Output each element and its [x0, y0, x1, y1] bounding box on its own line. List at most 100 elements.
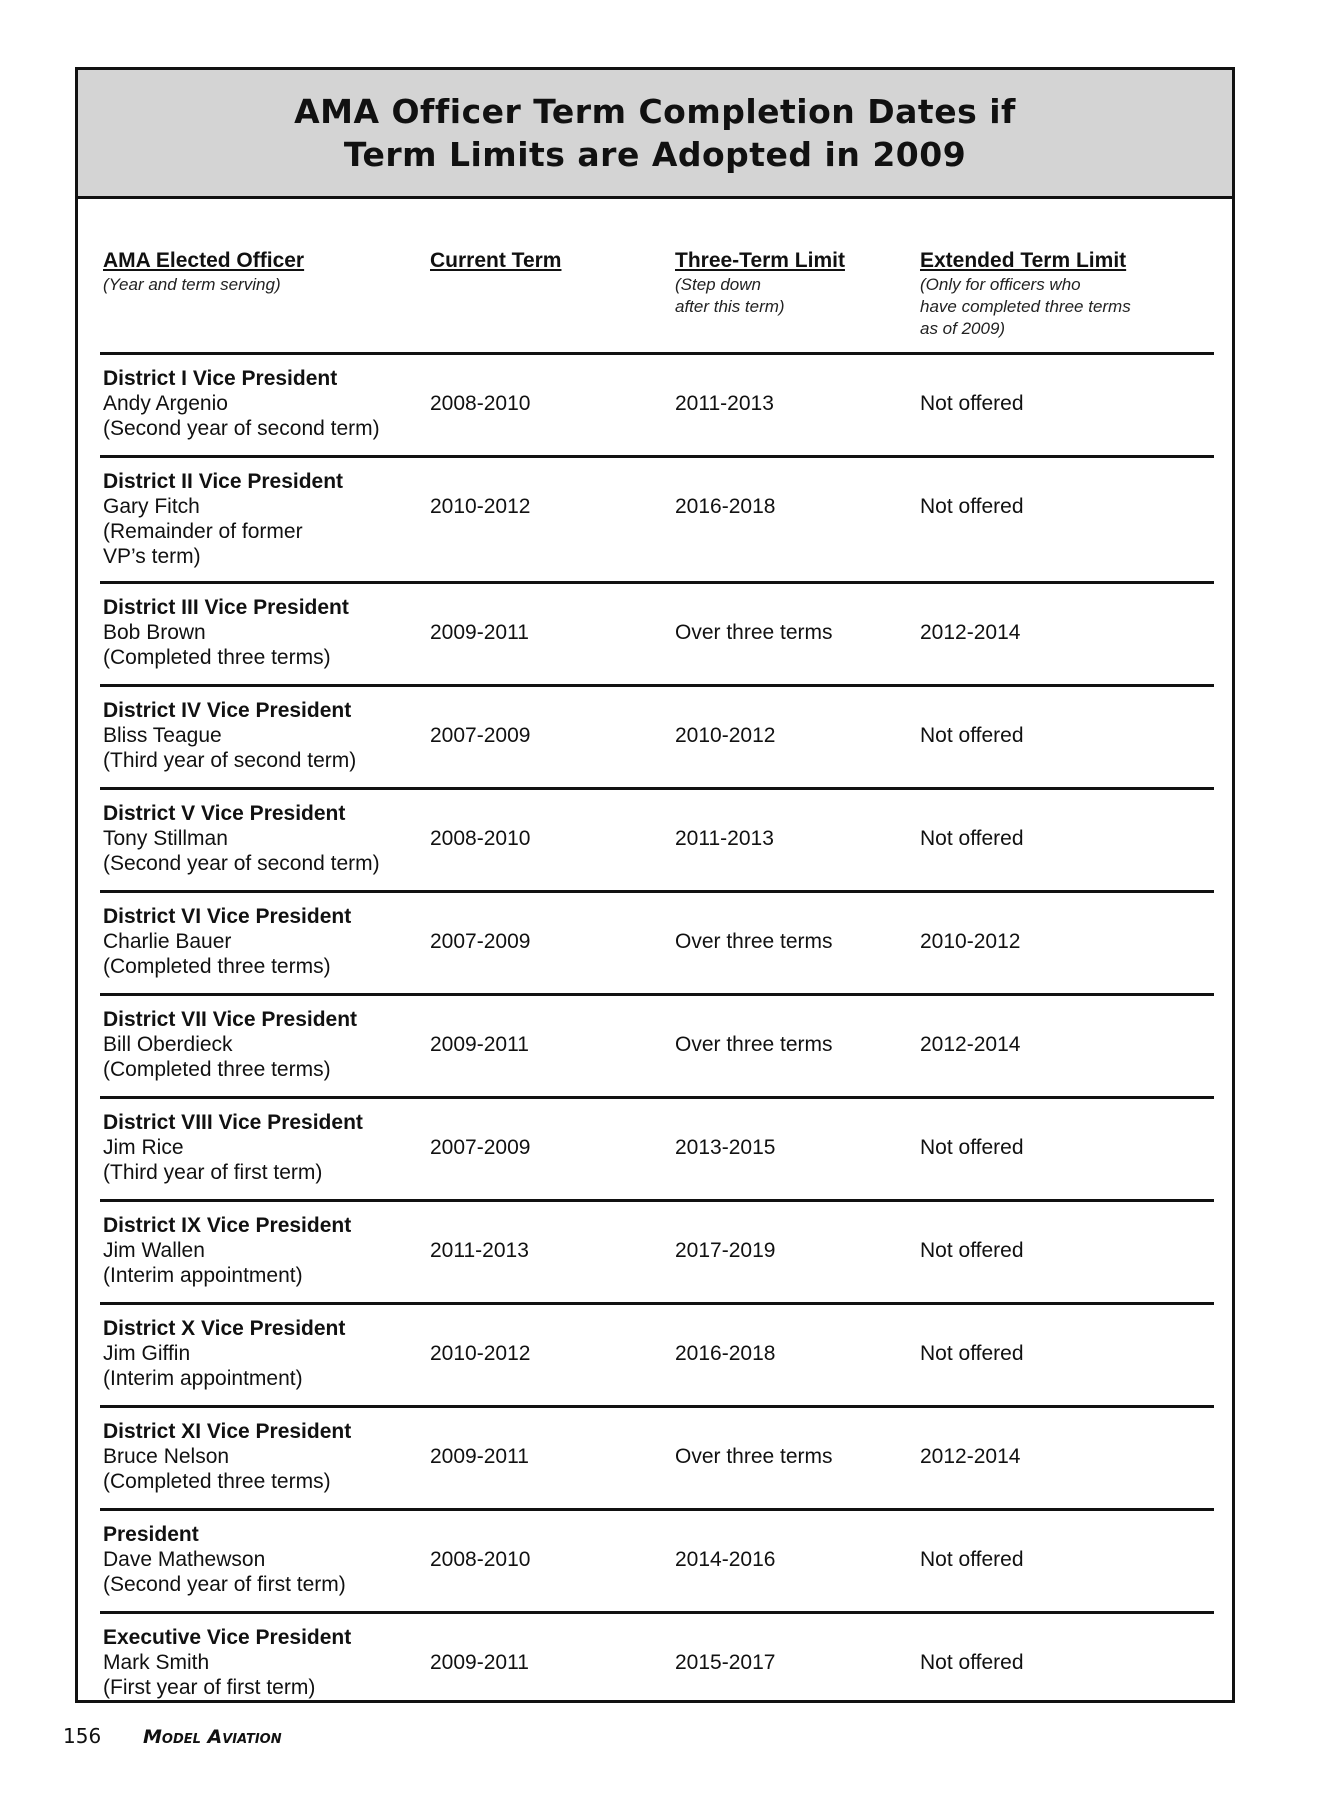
three-term-limit-cell: 2011-2013	[675, 392, 774, 415]
officer-term-note: (Remainder of former	[103, 520, 303, 543]
officer-cell: President Dave Mathewson (Second year of f…	[103, 1522, 423, 1597]
officer-term-note: VP’s term)	[103, 545, 201, 568]
officer-cell: District IV Vice President Bliss Teague (T…	[103, 698, 423, 773]
table-row: District V Vice President Tony Stillman (S…	[100, 790, 1214, 893]
title-band: AMA Officer Term Completion Dates if Ter…	[78, 70, 1232, 199]
officer-role: District XI Vice President	[103, 1420, 352, 1443]
table-row: District III Vice President Bob Brown (Com…	[100, 584, 1214, 687]
officer-role: Executive Vice President	[103, 1626, 352, 1649]
table-row: District VIII Vice President Jim Rice (Thi…	[100, 1099, 1214, 1202]
table-body: District I Vice President Andy Argenio (Se…	[100, 355, 1214, 1734]
three-term-limit-cell: 2016-2018	[675, 1342, 776, 1365]
officer-role: District VII Vice President	[103, 1008, 358, 1031]
officer-term-note: (Interim appointment)	[103, 1264, 303, 1287]
officer-cell: District VII Vice President Bill Oberdiec…	[103, 1007, 423, 1082]
three-term-limit-cell: 2010-2012	[675, 724, 776, 747]
extended-term-limit-cell: Not offered	[920, 495, 1024, 518]
officer-name: Tony Stillman	[103, 827, 228, 850]
officer-term-note: (Third year of second term)	[103, 749, 357, 772]
table-row: District VII Vice President Bill Oberdiec…	[100, 996, 1214, 1099]
column-header: AMA Elected Officer (Year and term servin…	[103, 248, 423, 296]
column-header-label: Extended Term Limit	[920, 249, 1127, 272]
column-header: Three-Term Limit (Step down after this ter…	[675, 248, 915, 318]
officer-cell: District VI Vice President Charlie Bauer(…	[103, 904, 423, 979]
page-footer: 156 Model Aviation	[63, 1724, 282, 1748]
column-header: Current Term	[430, 248, 670, 274]
officer-term-note: (Completed three terms)	[103, 646, 331, 669]
officer-role: District I Vice President	[103, 367, 338, 390]
table-row: District X Vice President Jim Giffin (Inte…	[100, 1305, 1214, 1408]
column-header-note: as of 2009)	[920, 319, 1006, 338]
three-term-limit-cell: Over three terms	[675, 1445, 833, 1468]
officer-cell: District IX Vice President Jim Wallen (Int…	[103, 1213, 423, 1288]
extended-term-limit-cell: Not offered	[920, 1651, 1024, 1674]
officer-role: District VI Vice President	[103, 905, 352, 928]
column-header-note: (Step down	[675, 275, 761, 294]
extended-term-limit-cell: Not offered	[920, 827, 1024, 850]
term-table-box: AMA Officer Term Completion Dates if Ter…	[75, 67, 1235, 1703]
officer-name: Dave Mathewson	[103, 1548, 266, 1571]
officer-term-note: (Second year of first term)	[103, 1573, 346, 1596]
officer-name: Bliss Teague	[103, 724, 222, 747]
column-header-label: Three-Term Limit	[675, 249, 845, 272]
current-term-cell: 2007-2009	[430, 1136, 531, 1159]
officer-cell: District XI Vice President Bruce Nelson (C…	[103, 1419, 423, 1494]
extended-term-limit-cell: Not offered	[920, 1136, 1024, 1159]
officer-name: Jim Rice	[103, 1136, 184, 1159]
column-header-note: after this term)	[675, 297, 785, 316]
officer-role: District II Vice President	[103, 470, 344, 493]
officer-name: Mark Smith	[103, 1651, 210, 1674]
officer-name: Jim Giffin	[103, 1342, 191, 1365]
officer-name: Bruce Nelson	[103, 1445, 230, 1468]
extended-term-limit-cell: 2010-2012	[920, 930, 1021, 953]
three-term-limit-cell: 2014-2016	[675, 1548, 776, 1571]
extended-term-limit-cell: Not offered	[920, 392, 1024, 415]
extended-term-limit-cell: 2012-2014	[920, 621, 1021, 644]
officer-term-note: (Completed three terms)	[103, 1058, 331, 1081]
three-term-limit-cell: Over three terms	[675, 930, 833, 953]
column-header: Extended Term Limit (Only for officers wh…	[920, 248, 1210, 340]
current-term-cell: 2008-2010	[430, 827, 531, 850]
extended-term-limit-cell: Not offered	[920, 1239, 1024, 1262]
officer-role: District III Vice President	[103, 596, 349, 619]
officer-term-note: (Third year of first term)	[103, 1161, 323, 1184]
current-term-cell: 2008-2010	[430, 392, 531, 415]
officer-cell: District X Vice President Jim Giffin (Inte…	[103, 1316, 423, 1391]
current-term-cell: 2010-2012	[430, 495, 531, 518]
officer-cell: District III Vice President Bob Brown (Com…	[103, 595, 423, 670]
current-term-cell: 2009-2011	[430, 621, 529, 644]
three-term-limit-cell: 2017-2019	[675, 1239, 776, 1262]
officer-role: President	[103, 1523, 199, 1546]
table-row: Executive Vice President Mark Smith (First…	[100, 1614, 1214, 1734]
officer-cell: District II Vice President Gary Fitch (Rem…	[103, 469, 423, 569]
officer-cell: District VIII Vice President Jim Rice (Thi…	[103, 1110, 423, 1185]
officer-name: Andy Argenio	[103, 392, 228, 415]
current-term-cell: 2007-2009	[430, 930, 531, 953]
three-term-limit-cell: 2013-2015	[675, 1136, 776, 1159]
title-line: Term Limits are Adopted in 2009	[343, 135, 967, 174]
extended-term-limit-cell: Not offered	[920, 1342, 1024, 1365]
three-term-limit-cell: Over three terms	[675, 1033, 833, 1056]
officer-role: District X Vice President	[103, 1317, 346, 1340]
extended-term-limit-cell: 2012-2014	[920, 1445, 1021, 1468]
officer-term-note: (Interim appointment)	[103, 1367, 303, 1390]
table-row: District VI Vice President Charlie Bauer(…	[100, 893, 1214, 996]
extended-term-limit-cell: 2012-2014	[920, 1033, 1021, 1056]
table-row: President Dave Mathewson (Second year of f…	[100, 1511, 1214, 1614]
column-header-label: AMA Elected Officer	[103, 249, 305, 272]
officer-name: Charlie Bauer	[103, 930, 232, 953]
officer-cell: Executive Vice President Mark Smith (First…	[103, 1625, 423, 1700]
table-row: District XI Vice President Bruce Nelson (C…	[100, 1408, 1214, 1511]
officer-term-note: (First year of first term)	[103, 1676, 316, 1699]
officer-role: District VIII Vice President	[103, 1111, 363, 1134]
column-header-note: (Only for officers who	[920, 275, 1081, 294]
officer-cell: District I Vice President Andy Argenio (Se…	[103, 366, 423, 441]
three-term-limit-cell: 2016-2018	[675, 495, 776, 518]
table-row: District II Vice President Gary Fitch (Rem…	[100, 458, 1214, 584]
three-term-limit-cell: 2011-2013	[675, 827, 774, 850]
officer-name: Bob Brown	[103, 621, 206, 644]
column-header-label: Current Term	[430, 249, 562, 272]
officer-cell: District V Vice President Tony Stillman (S…	[103, 801, 423, 876]
current-term-cell: 2011-2013	[430, 1239, 529, 1262]
page-number: 156	[63, 1724, 102, 1748]
